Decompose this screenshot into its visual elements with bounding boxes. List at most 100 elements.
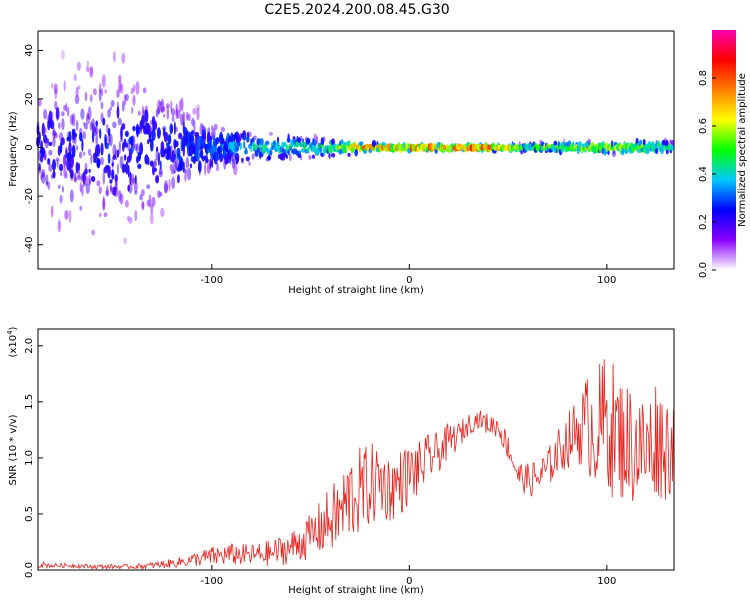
spectrogram-cell [187, 113, 191, 122]
colorbar-tick-label: 0.0 [698, 262, 709, 278]
spectrogram-cell [68, 141, 72, 155]
spectrogram-cell [160, 141, 165, 151]
spectrogram-cell [269, 149, 273, 156]
spectrogram-cell [169, 123, 174, 135]
spectrogram-cell [79, 132, 83, 142]
spectrogram-cell [132, 125, 136, 132]
spectrogram-cell [61, 49, 65, 60]
spectrogram-cell [215, 137, 220, 144]
spectrogram-cell [157, 106, 161, 115]
spectrogram-cell [92, 88, 97, 96]
spectrogram-cell [60, 171, 63, 177]
spectrogram-cell [197, 160, 202, 173]
spectrogram-cell [662, 144, 665, 152]
spectrogram-cell [96, 143, 101, 157]
spectrogram-cell [252, 135, 257, 140]
spectrogram-cell [242, 133, 247, 141]
spectrogram-cell [250, 146, 253, 152]
spectrogram-cell [248, 161, 251, 166]
spectrogram-cell [220, 126, 225, 132]
spectrogram-cell [99, 128, 102, 140]
spectrogram-cell [104, 89, 107, 94]
spectrogram-cell [196, 107, 200, 121]
spectrogram-cell [308, 154, 312, 160]
spectrogram-cell [204, 155, 207, 160]
spectrogram-cell [50, 205, 54, 218]
spectrogram-cell [192, 107, 197, 115]
spectrogram-cell [45, 174, 49, 186]
spectrogram-cell [41, 122, 45, 137]
spectrogram-cell [79, 151, 83, 159]
spectrogram-cell [118, 74, 122, 83]
spectrogram-cell [116, 106, 120, 119]
spectrogram-cell [77, 85, 81, 90]
spectrogram-cell [199, 149, 204, 159]
spectrogram-cell [273, 140, 276, 148]
spectrogram-cell [138, 152, 141, 161]
spectrogram-cell [144, 109, 149, 123]
spectrogram-cell [285, 154, 288, 159]
chart-title: C2E5.2024.200.08.45.G30 [264, 2, 449, 18]
spectrogram-cell [111, 156, 114, 169]
spectrogram-cell [117, 117, 122, 126]
spectrogram-cell [132, 94, 136, 106]
spectrogram-cell [146, 156, 150, 166]
spectrogram-cell [107, 127, 111, 137]
spectrogram-cell [51, 111, 54, 123]
spectrogram-cell [173, 145, 177, 159]
spectrogram-cell [168, 178, 171, 192]
snr-y-label: SNR (10 * v/v) [8, 414, 19, 485]
spectrogram-cell [133, 181, 138, 193]
snr-y-tick-label: 0.5 [24, 506, 35, 522]
spectrogram-cell [69, 154, 75, 169]
spectrogram-cell [289, 146, 292, 151]
spectrogram-cell [323, 149, 326, 156]
spectrogram-x-tick-label: -100 [200, 275, 223, 286]
spectrogram-cell [162, 106, 166, 112]
spectrogram-cell [83, 151, 86, 156]
spectrogram-cell [234, 152, 240, 163]
spectrogram-cell [75, 87, 79, 98]
spectrogram-cell [52, 137, 56, 147]
spectrogram-cell [175, 126, 178, 132]
spectrogram-cell [73, 73, 77, 82]
spectrogram-cell [118, 140, 122, 154]
spectrogram-cell [116, 89, 120, 99]
spectrogram-cell [114, 149, 118, 160]
spectrogram-cell [75, 161, 79, 174]
spectrogram-cell [61, 118, 65, 131]
spectrogram-cell [149, 160, 154, 167]
spectrogram-cell [41, 171, 46, 184]
spectrogram-cell [306, 137, 311, 145]
spectrogram-cell [301, 138, 305, 143]
spectrogram-y-tick-label: -20 [24, 188, 35, 204]
spectrogram-cell [101, 74, 106, 88]
spectrogram-cell [48, 141, 53, 146]
spectrogram-cell [86, 60, 90, 67]
spectrogram-cell [241, 159, 244, 164]
spectrogram-cell [69, 189, 74, 203]
spectrogram-cell [99, 212, 102, 218]
spectrogram-cells [36, 49, 675, 245]
spectrogram-cell [121, 163, 125, 174]
spectrogram-cell [59, 194, 63, 204]
snr-y-tick-label: 2.0 [24, 338, 35, 354]
spectrogram-cell [64, 210, 69, 220]
spectrogram-cell [331, 153, 336, 158]
spectrogram-cell [132, 84, 136, 93]
spectrogram-cell [98, 186, 102, 195]
spectrogram-cell [109, 133, 113, 147]
spectrogram-cell [211, 157, 214, 168]
spectrogram-cell [148, 194, 152, 208]
spectrogram-cell [184, 171, 187, 182]
spectrogram-cell [174, 140, 179, 148]
spectrogram-cell [211, 125, 214, 132]
spectrogram-cell [52, 170, 56, 179]
spectrogram-cell [127, 164, 130, 178]
spectrogram-cell [153, 160, 157, 168]
spectrogram-cell [171, 176, 176, 190]
spectrogram-cell [315, 136, 319, 144]
colorbar-tick-label: 0.4 [698, 166, 709, 182]
spectrogram-cell [151, 196, 156, 207]
